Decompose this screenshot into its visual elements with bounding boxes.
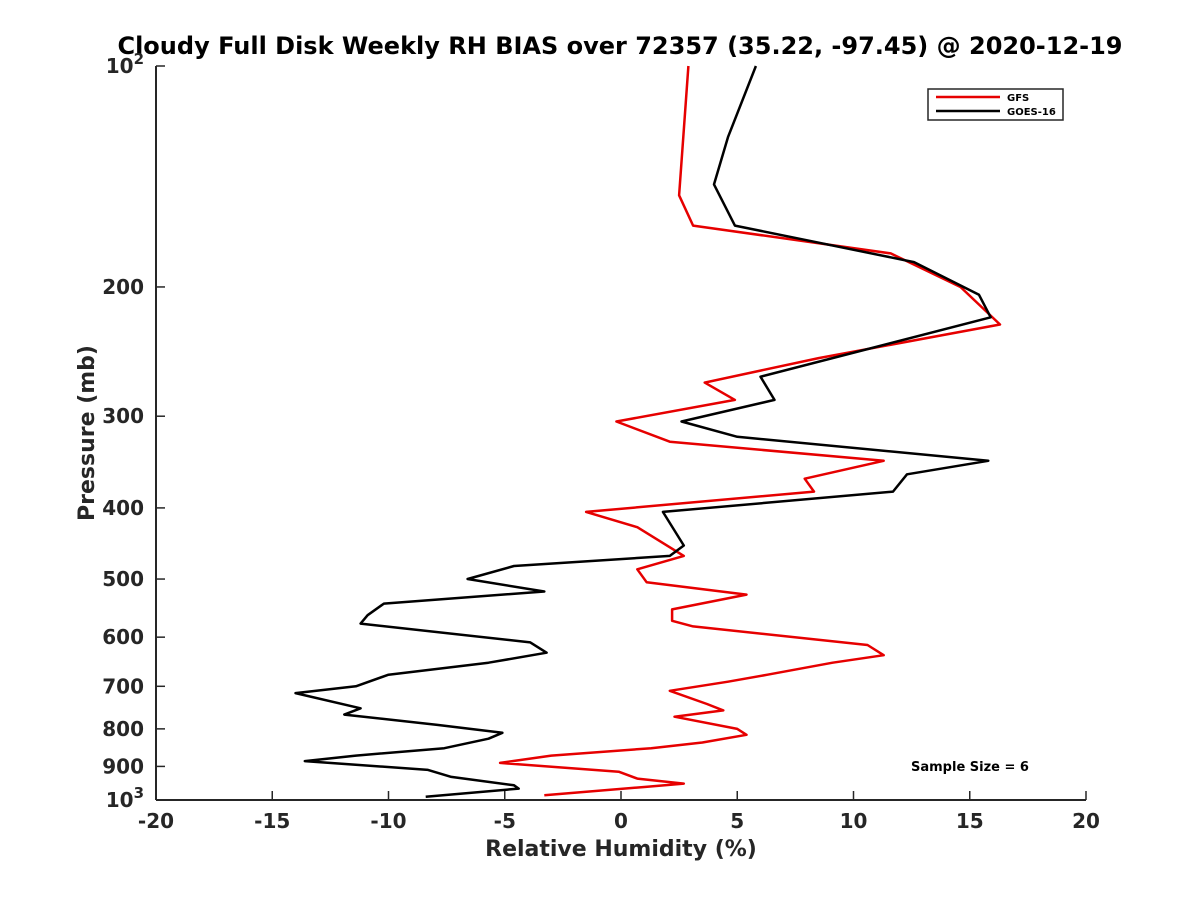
x-tick-label: -10: [370, 809, 406, 833]
y-tick-exponent: 2: [134, 50, 144, 68]
series-line-goes16: [294, 65, 992, 799]
x-tick-label: 10: [840, 809, 868, 833]
legend-box: [927, 88, 1064, 121]
legend-label-goes16: GOES-16: [1007, 107, 1056, 118]
chart-title: Cloudy Full Disk Weekly RH BIAS over 723…: [117, 32, 1122, 60]
y-tick-label: 500: [102, 567, 144, 591]
y-tick-label: 400: [102, 496, 144, 520]
y-tick-label: 103: [106, 784, 144, 812]
series-layer: [294, 65, 1002, 799]
plot-area: [155, 66, 1086, 801]
legend: GFS GOES-16: [927, 88, 1064, 121]
x-tick-label: 0: [614, 809, 628, 833]
x-tick-label: 20: [1072, 809, 1100, 833]
y-tick-exponent: 3: [134, 784, 144, 802]
y-tick-label: 200: [102, 275, 144, 299]
y-tick-base: 10: [106, 788, 134, 812]
y-tick-base: 10: [106, 54, 134, 78]
y-tick-label: 700: [102, 674, 144, 698]
x-tick-label: -15: [254, 809, 290, 833]
x-tick-label: -5: [494, 809, 516, 833]
x-ticks: -20 -15 -10 -5 0 5 10 15 20: [138, 791, 1100, 833]
y-tick-label: 900: [102, 754, 144, 778]
x-axis-label: Relative Humidity (%): [485, 837, 757, 862]
sample-size-annotation: Sample Size = 6: [911, 760, 1029, 775]
legend-label-gfs: GFS: [1007, 93, 1029, 104]
y-tick-label: 102: [106, 50, 144, 78]
series-line-gfs: [498, 65, 1002, 797]
y-tick-label: 600: [102, 625, 144, 649]
x-tick-label: 5: [730, 809, 744, 833]
y-axis-label: Pressure (mb): [75, 345, 100, 521]
y-tick-label: 800: [102, 717, 144, 741]
y-tick-label: 300: [102, 404, 144, 428]
x-tick-label: -20: [138, 809, 174, 833]
x-tick-label: 15: [956, 809, 984, 833]
